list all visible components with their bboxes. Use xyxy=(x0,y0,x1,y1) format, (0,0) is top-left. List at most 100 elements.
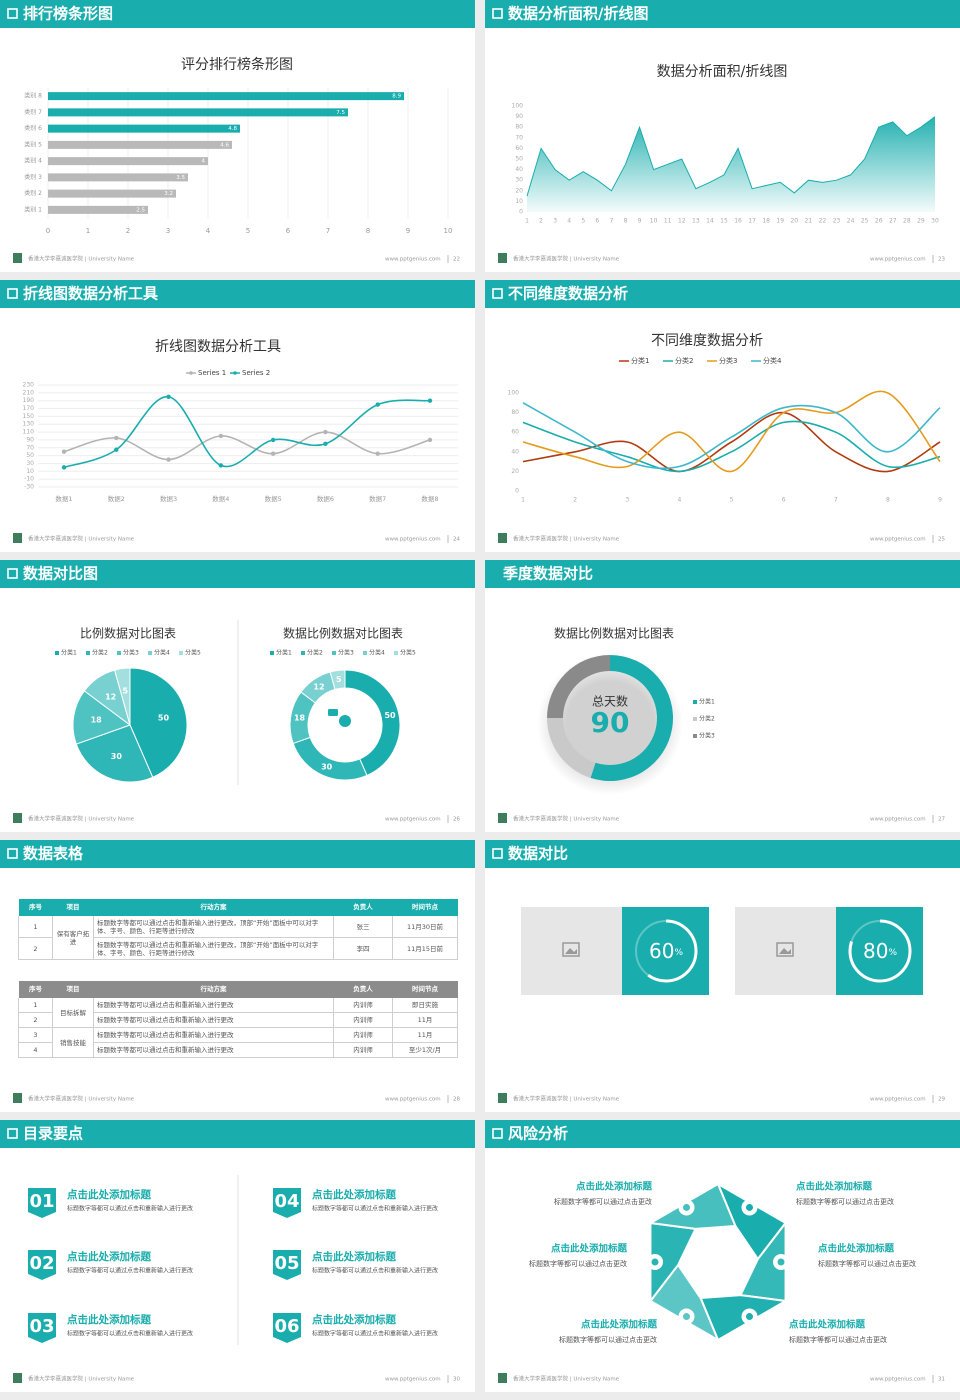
slide-header xyxy=(485,0,960,28)
image-icon xyxy=(776,942,794,957)
slide-title: 折线图数据分析工具 xyxy=(23,285,158,303)
cycle-icon-dot xyxy=(746,1313,753,1321)
x-tick-label: 6 xyxy=(595,218,599,225)
x-tick-label: 数据7 xyxy=(369,494,386,503)
x-tick-label: 2 xyxy=(573,497,577,504)
series-line xyxy=(522,402,941,470)
header-icon xyxy=(492,288,503,299)
header-icon xyxy=(492,1128,503,1139)
legend-swatch xyxy=(179,651,183,655)
footer-logo xyxy=(498,1093,507,1103)
legend-label: 分类2 xyxy=(92,649,108,657)
slice-label: 18 xyxy=(294,714,306,723)
page-number: 24 xyxy=(453,537,460,543)
item-title: 点击此处添加标题 xyxy=(312,1188,396,1201)
footer-logo xyxy=(498,533,507,543)
header-cell: 时间节点 xyxy=(412,903,438,911)
y-tick-label: 170 xyxy=(23,405,35,412)
y-tick-label: 60 xyxy=(515,145,523,152)
point xyxy=(61,465,67,470)
item-body: 标题数字等都可以通过点击和重新输入进行更改 xyxy=(312,1330,438,1338)
point xyxy=(323,429,328,435)
header-cell: 时间节点 xyxy=(412,985,438,993)
legend-label: 分类4 xyxy=(154,649,170,657)
image-icon-peak xyxy=(565,948,577,954)
legend-label: Series 1 xyxy=(198,369,226,377)
point xyxy=(270,437,276,443)
slide-title: 数据分析面积/折线图 xyxy=(508,5,648,23)
legend-label: 分类3 xyxy=(338,649,354,657)
cell-number: 1 xyxy=(18,915,53,938)
x-tick-label: 数据1 xyxy=(55,494,72,503)
y-tick-label: 150 xyxy=(23,413,35,420)
cycle-icon-dot xyxy=(746,1203,753,1211)
category-label: 类别 3 xyxy=(24,173,42,181)
footer-logo xyxy=(13,533,22,543)
y-tick-label: 100 xyxy=(508,390,520,397)
x-tick-label: 8 xyxy=(366,227,370,235)
header-cell: 负责人 xyxy=(353,985,373,993)
point xyxy=(218,463,224,468)
slide-background xyxy=(0,840,475,1112)
slice xyxy=(72,690,132,745)
table-row: 3 销售技能 标题数字等都可以通过点击和重新输入进行更改 内训师 11月 xyxy=(18,1027,458,1058)
bar xyxy=(48,108,348,117)
header-icon xyxy=(7,288,18,299)
slide-header xyxy=(0,840,475,868)
bar xyxy=(48,140,232,149)
x-tick-label: 1 xyxy=(521,497,525,504)
x-tick-label: 21 xyxy=(805,218,813,225)
slide-title: 数据对比图 xyxy=(23,565,98,583)
point xyxy=(166,457,171,462)
gauge-value: 60 xyxy=(649,939,674,963)
x-tick-label: 6 xyxy=(782,497,786,504)
cycle-icon-dot xyxy=(777,1258,785,1266)
y-tick-label: 130 xyxy=(23,421,35,428)
value-label: 4.8 xyxy=(228,126,237,132)
cell-number: 3 xyxy=(18,1027,53,1043)
legend-swatch xyxy=(117,651,121,655)
slice xyxy=(329,669,346,690)
cell-item: 销售技能 xyxy=(52,1027,94,1058)
item-title: 点击此处添加标题 xyxy=(312,1250,396,1263)
y-tick-label: 100 xyxy=(512,103,524,110)
footer-logo xyxy=(498,813,507,823)
x-tick-label: 17 xyxy=(748,218,756,225)
slice-label: 5 xyxy=(123,687,129,696)
badge xyxy=(273,1188,301,1218)
header-cell: 序号 xyxy=(29,985,42,993)
series-line xyxy=(63,395,431,469)
cell-owner: 张三 xyxy=(333,915,393,938)
cycle-icon-dot xyxy=(651,1258,659,1266)
header-icon xyxy=(7,1128,18,1139)
badge-number: 01 xyxy=(29,1191,54,1212)
header-row: 序号 项目 行动方案 负责人 时间节点 xyxy=(18,898,458,916)
item-title: 点击此处添加标题 xyxy=(576,1181,653,1193)
footer-school: 香港大学李嘉诚医学院 | University Name xyxy=(28,535,135,543)
item-body: 标题数字等都可以通过点击更改 xyxy=(559,1335,657,1344)
cycle-icon-dot xyxy=(683,1313,690,1321)
footer-school: 香港大学李嘉诚医学院 | University Name xyxy=(513,535,620,543)
item-title: 点击此处添加标题 xyxy=(818,1243,895,1255)
point xyxy=(114,435,119,441)
item-title: 点击此处添加标题 xyxy=(551,1243,628,1255)
gauge-unit: % xyxy=(888,948,897,958)
slice xyxy=(344,669,401,777)
gauge-arc xyxy=(848,919,912,983)
badge-number: 06 xyxy=(274,1316,299,1337)
bar xyxy=(48,124,240,133)
series-line xyxy=(63,431,431,461)
x-tick-label: 7 xyxy=(609,218,613,225)
chart-title: 折线图数据分析工具 xyxy=(155,339,281,355)
gauge-arc xyxy=(634,919,698,983)
y-tick-label: 50 xyxy=(26,452,34,459)
page-number: 30 xyxy=(453,1377,460,1383)
header-icon xyxy=(492,848,503,859)
slice xyxy=(75,724,154,783)
cell-date: 11月15日前 xyxy=(392,937,458,960)
cell-date: 11月30日前 xyxy=(392,915,458,938)
y-tick-label: 50 xyxy=(515,156,523,163)
value-label: 4.6 xyxy=(220,142,229,148)
x-tick-label: 30 xyxy=(931,218,939,225)
cycle-icon-dot xyxy=(683,1203,690,1211)
